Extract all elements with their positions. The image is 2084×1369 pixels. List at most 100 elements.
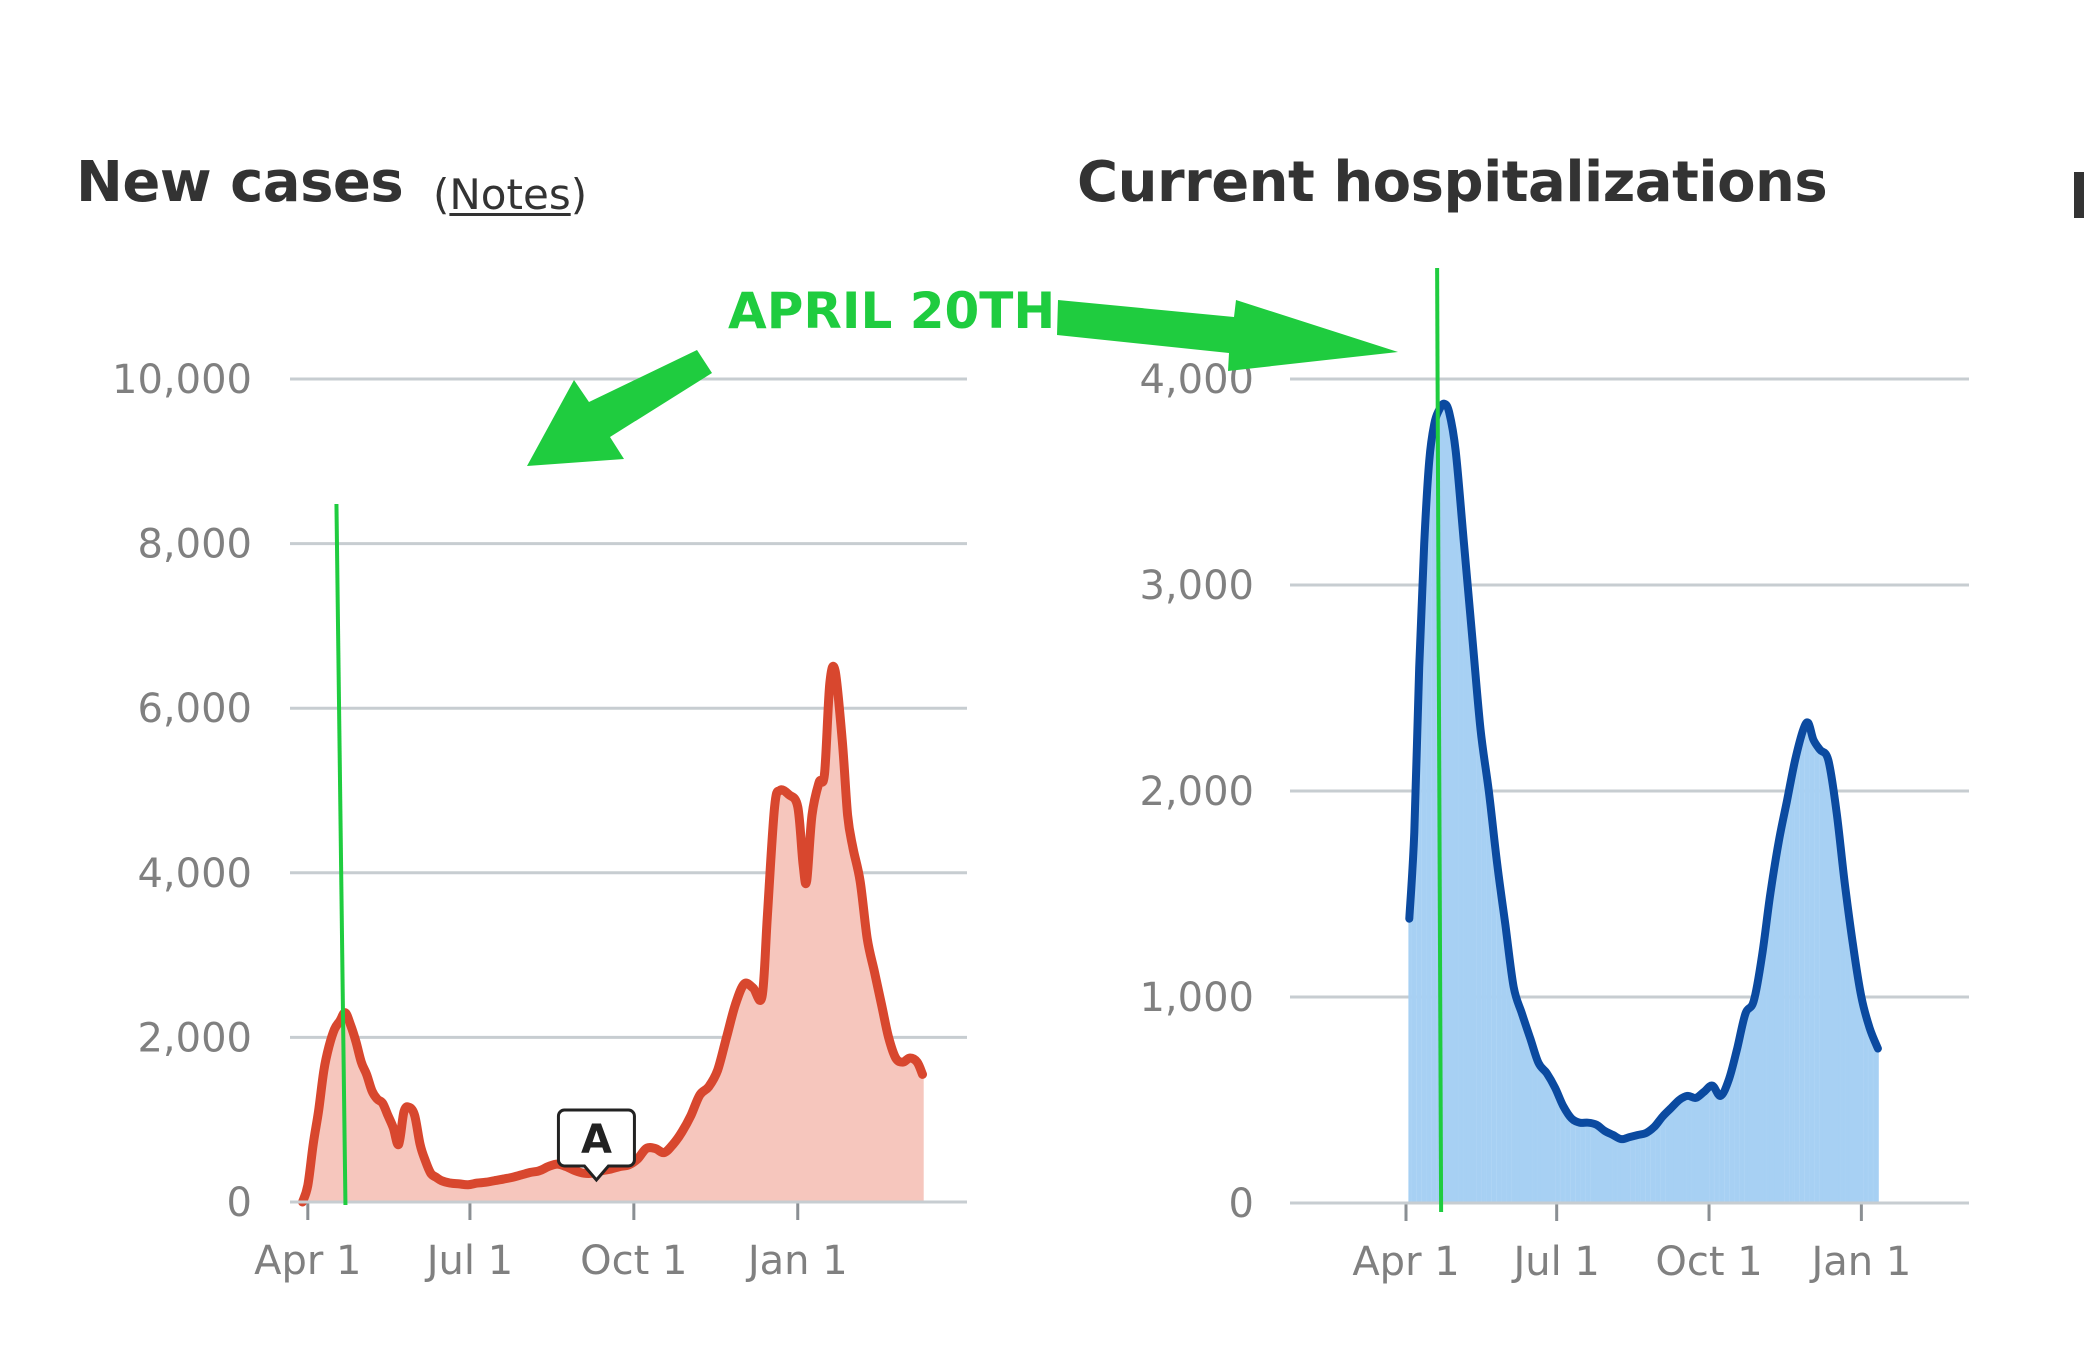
callout-arrow-right [1057,300,1398,371]
hospitalization-bar [1557,1095,1560,1203]
daily-case-bar [741,988,744,1202]
hospitalization-bar [1448,412,1451,1203]
daily-case-bar [898,1060,901,1202]
daily-case-bar [846,815,849,1202]
hospitalization-bar [1656,1122,1659,1203]
hospitalization-bar [1853,955,1856,1203]
daily-case-bar [673,1141,676,1202]
hospitalization-bar [1588,1123,1591,1203]
daily-case-bar [841,741,844,1202]
daily-case-bar [679,1134,682,1202]
hospitalization-bar [1792,768,1795,1203]
daily-case-bar [454,1183,457,1202]
hospitalization-bar [1810,734,1813,1203]
daily-case-bar [809,837,812,1202]
hospitalization-bar [1766,918,1769,1203]
hospitalization-bar [1714,1089,1717,1203]
daily-case-bar [524,1173,527,1202]
daily-case-bar [908,1058,912,1202]
hospitalization-bar [1754,992,1757,1203]
daily-case-bar [707,1086,710,1202]
daily-case-bar [459,1184,463,1202]
daily-case-bar [349,1025,352,1202]
hospitalization-bar [1632,1136,1634,1203]
hospitalization-bar [1800,735,1803,1203]
hospitalization-bar [1873,1040,1876,1203]
hospitalization-bar [1514,992,1517,1203]
daily-case-bar [408,1107,411,1202]
hospitalization-bar [1663,1114,1666,1203]
hospitalization-bar [1575,1121,1578,1203]
daily-case-bar [746,985,750,1202]
daily-case-bar [324,1062,327,1202]
daily-case-bar [659,1151,662,1202]
daily-case-bar [623,1165,627,1202]
daily-case-bar [857,872,860,1202]
daily-case-bar [381,1103,384,1202]
daily-case-bar [737,996,741,1203]
hospitalization-bar [1696,1096,1699,1203]
daily-case-bar [725,1037,728,1202]
daily-case-bar [397,1144,400,1202]
hospitalization-bar [1497,875,1500,1203]
daily-case-bar [798,826,801,1202]
daily-case-bar [654,1148,657,1202]
daily-case-bar [698,1095,701,1202]
daily-case-bar [891,1047,894,1202]
daily-case-bar [442,1181,445,1202]
daily-case-bar [513,1176,516,1202]
daily-case-bar [880,1004,883,1202]
hospitalization-bar [1751,1003,1754,1203]
daily-case-bar [313,1133,317,1202]
daily-case-bar [390,1123,393,1202]
hospitalization-bar [1744,1013,1747,1203]
hospitalization-bar [1843,883,1846,1203]
hospitalization-bar [1565,1111,1568,1203]
daily-case-bar [365,1074,368,1202]
hospitalization-bar [1499,887,1502,1203]
hospitalization-bar [1425,516,1427,1203]
hospitalization-bar [1420,626,1422,1203]
hospitalization-bar [1787,793,1790,1203]
daily-case-bar [522,1174,525,1202]
daily-case-bar [481,1182,484,1202]
daily-case-bar [771,833,774,1202]
daily-case-bar [445,1182,448,1202]
april-20-marker-line [334,503,348,1206]
hospitalization-bar [1504,924,1507,1203]
daily-case-bar [684,1125,687,1202]
hospitalization-bar [1850,933,1853,1203]
daily-case-bar [434,1177,438,1202]
daily-case-bar [479,1182,482,1202]
hospitalization-bar [1511,974,1514,1203]
hospitalization-bar [1764,931,1767,1203]
daily-case-bar [336,1023,340,1202]
hospitalization-bar [1784,809,1787,1203]
hospitalization-bar [1434,419,1437,1203]
hospitalization-bar [1428,461,1431,1203]
hospitalization-bar [1820,751,1823,1203]
daily-case-bar [921,1074,924,1202]
daily-case-bar [611,1168,614,1202]
hospitalization-bar [1555,1091,1558,1203]
daily-case-bars [303,671,924,1203]
daily-case-bar [807,859,810,1202]
hospitalization-bar [1552,1084,1555,1203]
hospitalization-bar [1698,1095,1700,1203]
daily-case-bar [643,1150,646,1202]
x-tick-label: Jan 1 [745,1238,848,1284]
hospitalization-bar [1819,749,1822,1203]
daily-case-bar [401,1122,404,1202]
daily-case-bar [475,1183,479,1202]
daily-case-bar [915,1062,919,1202]
notes-link[interactable]: Notes [449,170,571,219]
daily-case-bar [417,1134,420,1202]
daily-case-bar [554,1164,557,1202]
hospitalization-bar [1559,1098,1561,1203]
daily-case-bar [588,1173,591,1202]
hospitalization-bar [1408,918,1411,1203]
hospitalization-bar [1502,912,1505,1203]
hospitalization-bar [1529,1038,1532,1203]
